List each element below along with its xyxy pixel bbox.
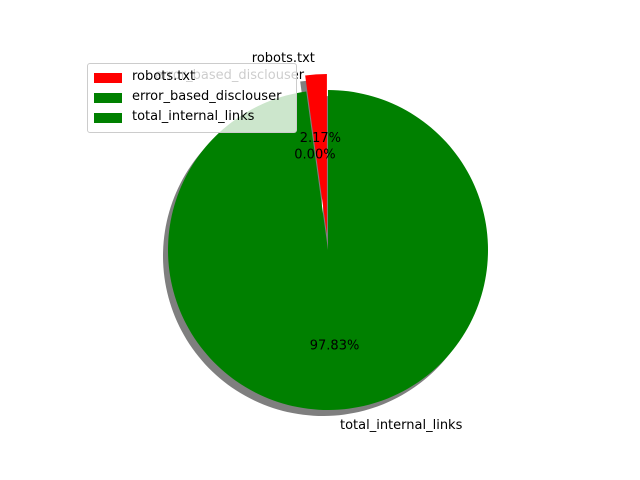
pie-wedges bbox=[168, 74, 489, 410]
pct-label-error-based-disclouser: 0.00% bbox=[294, 147, 335, 162]
wedge-total-internal-links bbox=[168, 90, 489, 410]
legend-swatch-total-internal bbox=[94, 113, 122, 123]
legend-label-robots: robots.txt bbox=[132, 69, 196, 84]
pct-label-total-internal-links: 97.83% bbox=[310, 338, 360, 353]
legend-swatch-error-based bbox=[94, 93, 122, 103]
legend: robots.txt error_based_disclouser total_… bbox=[87, 63, 297, 133]
legend-label-total-internal: total_internal_links bbox=[132, 109, 255, 124]
legend-swatch-robots bbox=[94, 73, 122, 83]
category-label-total-internal-links: total_internal_links bbox=[340, 418, 463, 433]
pct-label-robots-txt: 2.17% bbox=[300, 131, 341, 146]
wedge-robots-txt bbox=[305, 74, 327, 235]
category-label-robots-txt: robots.txt bbox=[252, 51, 315, 66]
legend-label-error-based: error_based_disclouser bbox=[132, 89, 282, 104]
